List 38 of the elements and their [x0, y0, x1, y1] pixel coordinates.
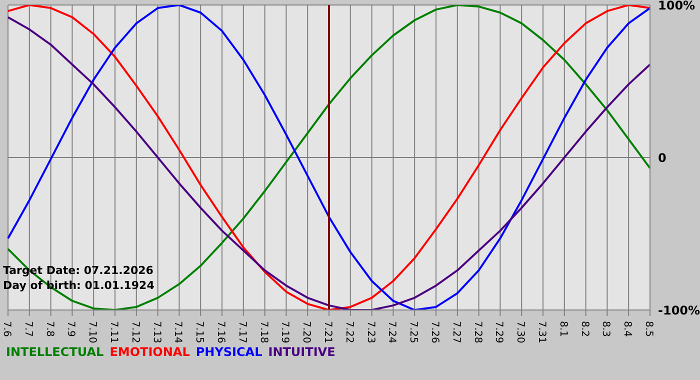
x-tick-label: 8.5 — [643, 321, 654, 337]
x-tick-label: 7.22 — [343, 321, 354, 344]
x-tick-label: 7.11 — [108, 321, 119, 344]
y-tick-label: -100% — [658, 303, 700, 318]
x-tick-label: 7.23 — [364, 321, 376, 344]
x-tick-label: 7.9 — [65, 321, 76, 337]
x-tick-label: 8.2 — [578, 321, 590, 337]
x-tick-label: 7.16 — [215, 321, 226, 344]
x-tick-label: 7.20 — [300, 321, 312, 344]
x-tick-label: 7.8 — [44, 321, 55, 337]
x-tick-label: 7.13 — [150, 321, 162, 344]
x-tick-label: 7.19 — [279, 321, 290, 344]
x-tick-label: 8.3 — [600, 321, 612, 337]
x-tick-label: 8.4 — [622, 321, 633, 337]
x-tick-label: 7.6 — [1, 321, 12, 337]
y-tick-label: 0 — [658, 150, 666, 165]
x-tick-label: 7.14 — [172, 321, 184, 344]
text: INTELLECTUAL — [6, 345, 104, 359]
x-tick-label: 7.15 — [194, 321, 205, 344]
x-tick-label: 7.12 — [129, 321, 140, 344]
x-tick-label: 7.7 — [22, 321, 34, 337]
x-tick-label: 7.26 — [429, 321, 440, 344]
x-tick-label: 7.21 — [322, 321, 333, 344]
x-tick-label: 7.31 — [536, 321, 547, 344]
x-tick-label: 7.27 — [450, 321, 462, 344]
text: INTUITIVE — [268, 345, 336, 359]
x-tick-label: 7.29 — [493, 321, 504, 344]
x-tick-label: 7.24 — [386, 321, 398, 344]
x-tick-label: 7.30 — [514, 321, 526, 344]
x-tick-label: 7.28 — [472, 321, 483, 344]
x-tick-label: 7.10 — [86, 321, 98, 344]
x-tick-label: 8.1 — [557, 321, 568, 337]
text: PHYSICAL — [196, 345, 262, 359]
text: EMOTIONAL — [110, 345, 190, 359]
x-tick-label: 7.25 — [408, 321, 419, 344]
y-tick-label: 100% — [658, 0, 696, 12]
x-tick-label: 7.17 — [236, 321, 248, 344]
x-tick-label: 7.18 — [258, 321, 269, 344]
